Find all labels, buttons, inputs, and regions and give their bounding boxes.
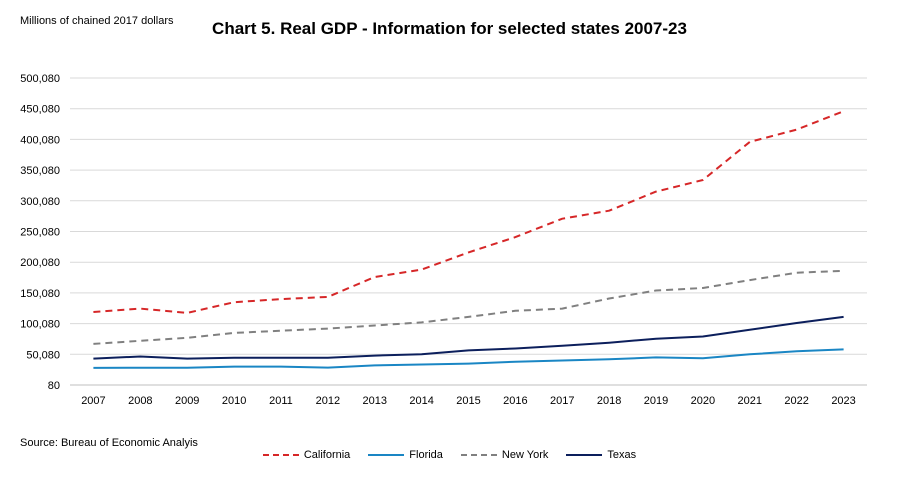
y-axis-unit-label: Millions of chained 2017 dollars (20, 15, 174, 27)
legend-swatch (368, 454, 405, 456)
x-tick-label: 2023 (831, 395, 855, 407)
y-tick-label: 200,080 (20, 257, 60, 269)
x-tick-label: 2019 (644, 395, 668, 407)
x-tick-label: 2008 (128, 395, 152, 407)
chart-title: Chart 5. Real GDP - Information for sele… (212, 19, 687, 38)
y-tick-label: 100,080 (20, 319, 60, 331)
y-tick-label: 80 (48, 380, 60, 392)
y-tick-label: 250,080 (20, 227, 60, 239)
x-tick-label: 2015 (456, 395, 480, 407)
legend-label: California (303, 449, 351, 461)
y-axis-ticks: 80 50,080 100,080 150,080 200,080 250,080 300,… (20, 73, 60, 392)
y-tick-label: 450,080 (20, 104, 60, 116)
series-lines (93, 110, 844, 369)
legend-swatch (460, 454, 497, 456)
x-tick-label: 2012 (316, 395, 340, 407)
x-tick-label: 2014 (409, 395, 433, 407)
x-tick-label: 2017 (550, 395, 574, 407)
legend-item-texas: Texas (566, 449, 636, 461)
y-tick-label: 350,080 (20, 165, 60, 177)
legend: California Florida New York Texas (0, 449, 899, 461)
legend-item-new-york: New York (460, 449, 549, 461)
x-tick-label: 2020 (691, 395, 715, 407)
legend-swatch (566, 454, 603, 456)
source-note: Source: Bureau of Economic Analyis (20, 437, 198, 449)
y-tick-label: 400,080 (20, 134, 60, 146)
x-axis-ticks: 2007 2008 2009 2010 2011 2012 2013 2014 2015 2016… (81, 395, 856, 407)
x-tick-label: 2018 (597, 395, 621, 407)
legend-item-california: California (262, 449, 351, 461)
legend-label: Texas (607, 449, 637, 461)
legend-item-florida: Florida (368, 449, 443, 461)
series-line-california (93, 110, 844, 314)
x-tick-label: 2011 (269, 395, 293, 407)
x-tick-label: 2016 (503, 395, 527, 407)
legend-label: Florida (409, 449, 443, 461)
gridlines (70, 77, 867, 386)
legend-label: New York (501, 449, 549, 461)
x-tick-label: 2009 (175, 395, 199, 407)
y-tick-label: 150,080 (20, 288, 60, 300)
y-tick-label: 50,080 (26, 349, 60, 361)
x-tick-label: 2010 (222, 395, 246, 407)
y-tick-label: 500,080 (20, 73, 60, 85)
x-tick-label: 2022 (784, 395, 808, 407)
x-tick-label: 2007 (81, 395, 105, 407)
x-tick-label: 2021 (738, 395, 762, 407)
y-tick-label: 300,080 (20, 196, 60, 208)
series-line-new-york (93, 269, 844, 345)
series-line-florida (93, 348, 844, 369)
legend-swatch (262, 454, 299, 456)
series-line-texas (93, 315, 844, 360)
x-tick-label: 2013 (362, 395, 386, 407)
